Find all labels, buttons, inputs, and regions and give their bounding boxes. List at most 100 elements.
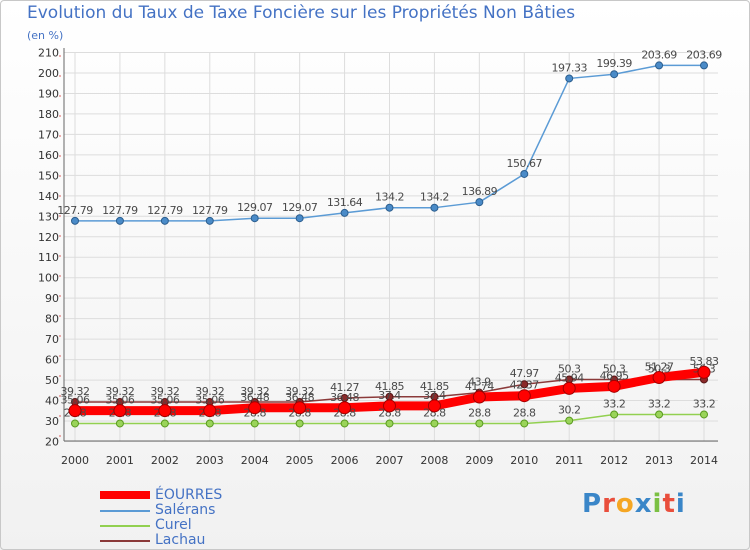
data-label: 39.32 — [240, 385, 269, 398]
y-tick-label: 140 — [38, 190, 59, 203]
x-tick-label: 2002 — [151, 454, 179, 467]
data-label: 33.2 — [648, 397, 671, 410]
y-tick-label: 100 — [38, 272, 59, 285]
y-tick-label: 110 — [38, 251, 59, 264]
data-label: 53.83 — [690, 355, 719, 368]
data-label: 39.32 — [105, 385, 134, 398]
data-label: 35.06 — [195, 394, 224, 407]
data-label: 35.06 — [105, 394, 134, 407]
x-tick-label: 2005 — [286, 454, 314, 467]
data-point — [158, 404, 172, 418]
data-point — [520, 380, 529, 389]
data-point — [427, 399, 441, 413]
y-tick-label: 20 — [45, 436, 59, 449]
data-point — [205, 216, 214, 225]
y-tick-label: 200 — [38, 67, 59, 80]
x-tick-label: 2008 — [420, 454, 448, 467]
y-tick-label: 130 — [38, 210, 59, 223]
data-label: 37.4 — [423, 389, 446, 402]
data-point — [430, 203, 439, 212]
data-point — [610, 410, 619, 419]
x-tick-label: 2007 — [376, 454, 404, 467]
legend-swatch — [100, 491, 150, 499]
data-label: 127.79 — [102, 204, 138, 217]
data-point — [295, 214, 304, 223]
data-point — [160, 216, 169, 225]
data-label: 35.06 — [61, 394, 90, 407]
data-point — [113, 404, 127, 418]
x-tick-label: 2003 — [196, 454, 224, 467]
y-axis-unit: (en %) — [27, 29, 64, 42]
data-label: 134.2 — [420, 191, 449, 204]
legend-swatch — [100, 540, 150, 542]
y-tick-label: 90 — [45, 292, 59, 305]
data-point — [115, 216, 124, 225]
data-point — [520, 169, 529, 178]
y-tick-label: 120 — [38, 231, 59, 244]
data-point — [385, 419, 394, 428]
data-point — [562, 381, 576, 395]
data-point — [607, 379, 621, 393]
y-tick-label: 150 — [38, 169, 59, 182]
x-tick-label: 2006 — [331, 454, 359, 467]
data-point — [517, 389, 531, 403]
data-label: 136.89 — [462, 185, 498, 198]
data-point — [475, 198, 484, 207]
data-label: 127.79 — [147, 204, 183, 217]
data-label: 39.32 — [285, 385, 314, 398]
y-tick-label: 180 — [38, 108, 59, 121]
data-label: 127.79 — [57, 204, 93, 217]
data-point — [430, 419, 439, 428]
data-label: 203.69 — [641, 48, 677, 61]
x-tick-label: 2011 — [555, 454, 583, 467]
data-point — [340, 208, 349, 217]
data-label: 129.07 — [282, 201, 318, 214]
y-tick-label: 60 — [45, 354, 59, 367]
legend-label: ÉOURRES — [155, 487, 223, 503]
legend-swatch — [100, 525, 150, 527]
data-label: 28.8 — [468, 406, 491, 419]
proxiti-logo: Proxiti — [582, 489, 686, 519]
y-tick-label: 210 — [38, 47, 59, 60]
data-point — [565, 416, 574, 425]
data-point — [115, 419, 124, 428]
data-point — [700, 410, 708, 419]
data-point — [293, 401, 307, 415]
data-point — [472, 390, 486, 404]
data-label: 42.37 — [510, 379, 539, 392]
data-point — [338, 401, 352, 415]
data-label: 45.94 — [555, 371, 584, 384]
data-label: 37.4 — [378, 389, 401, 402]
data-point — [520, 419, 529, 428]
x-tick-label: 2001 — [106, 454, 134, 467]
data-label: 134.2 — [375, 191, 404, 204]
data-label: 39.32 — [61, 385, 90, 398]
data-label: 203.69 — [686, 48, 722, 61]
data-label: 41.74 — [465, 380, 494, 393]
data-label: 41.27 — [330, 381, 359, 394]
data-label: 41.85 — [375, 380, 404, 393]
data-point — [71, 216, 79, 225]
x-tick-label: 2000 — [61, 454, 89, 467]
legend-swatch — [100, 510, 150, 512]
data-label: 51.27 — [645, 360, 674, 373]
data-point — [385, 203, 394, 212]
data-label: 50.3 — [558, 362, 581, 375]
data-label: 199.39 — [596, 57, 632, 70]
data-point — [160, 419, 169, 428]
data-point — [697, 365, 711, 379]
data-point — [205, 419, 214, 428]
y-tick-label: 40 — [45, 395, 59, 408]
y-tick-label: 160 — [38, 149, 59, 162]
legend-label: Salérans — [155, 502, 216, 518]
data-label: 28.8 — [513, 406, 536, 419]
data-point — [652, 370, 666, 384]
y-tick-label: 80 — [45, 313, 59, 326]
x-tick-label: 2012 — [600, 454, 628, 467]
data-point — [250, 419, 259, 428]
data-label: 47.97 — [510, 367, 539, 380]
data-label: 30.2 — [558, 404, 581, 417]
data-label: 33.2 — [693, 397, 716, 410]
data-point — [383, 399, 396, 413]
